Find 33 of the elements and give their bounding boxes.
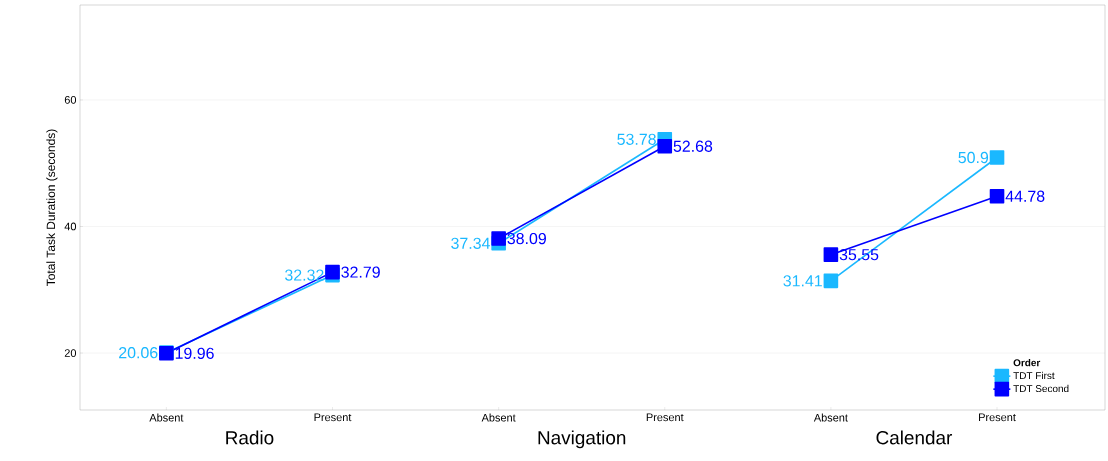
legend-label: TDT First (1013, 371, 1055, 380)
data-label: 44.78 (1005, 190, 1045, 202)
y-tick-label: 60 (64, 96, 77, 104)
data-label: 37.34 (451, 237, 490, 249)
point (491, 231, 506, 246)
text: Navigation (538, 430, 626, 449)
data-label: 53.78 (617, 133, 656, 145)
data-label: 20.06 (119, 347, 158, 359)
data-label: 31.41 (783, 275, 822, 287)
data-label: 52.68 (673, 140, 713, 152)
y-tick-label: 20 (64, 349, 77, 357)
x-tick-label: Absent (149, 413, 184, 422)
point (989, 150, 1005, 165)
x-tick-label: Absent (813, 413, 848, 422)
data-label: 32.32 (285, 269, 324, 281)
legend-title: Order (1013, 358, 1041, 367)
data-label: 19.96 (175, 347, 214, 359)
x-tick-label: Present (314, 413, 352, 422)
y-axis-title: Total Task Duration (seconds) (46, 129, 58, 286)
text: Radio (226, 430, 274, 445)
text: Calendar (876, 430, 953, 445)
x-tick-label: Present (979, 413, 1016, 422)
y-tick-label: 40 (64, 222, 77, 231)
x-tick-label: Present (646, 413, 684, 422)
data-label: 50.9 (958, 151, 989, 164)
point (823, 273, 839, 289)
data-label: 32.79 (341, 266, 380, 278)
x-tick-label: Absent (481, 413, 516, 422)
point (823, 247, 839, 262)
legend-label: TDT Second (1013, 384, 1069, 393)
point (989, 188, 1005, 204)
point (657, 138, 673, 154)
data-label: 38.09 (507, 232, 546, 245)
